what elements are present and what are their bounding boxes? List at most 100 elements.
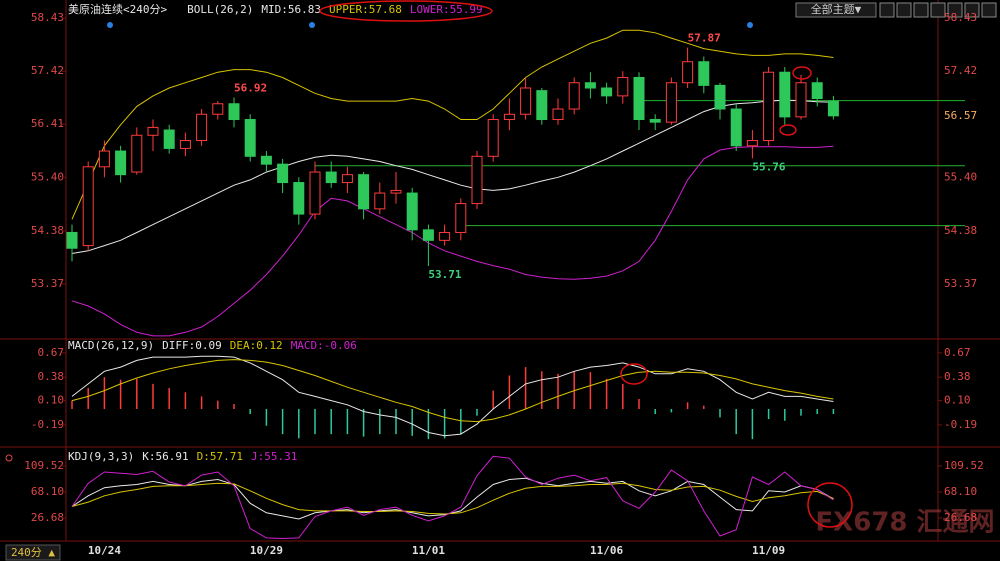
marker-dot (107, 22, 113, 28)
y2-tick-label: 0.38 (944, 370, 971, 383)
candle-body (584, 82, 596, 89)
series-line (71, 455, 834, 540)
panel-title: 美原油连续<240分> (68, 2, 167, 16)
y2-tick-label: 58.43 (944, 11, 977, 24)
frame (0, 0, 1000, 542)
y2-tick-label: 0.67 (944, 346, 971, 359)
y2-tick-label: 55.40 (944, 170, 977, 183)
price-annotation: 53.71 (428, 268, 461, 281)
candle-body (439, 231, 451, 241)
y-tick-label: 0.38 (38, 370, 65, 383)
panel-title: KDJ(9,3,3) (68, 450, 134, 463)
candle-body (66, 231, 78, 249)
y-tick-label: 56.41 (31, 117, 64, 130)
candle-body (536, 90, 548, 121)
y-tick-label: 26.68 (31, 511, 64, 524)
series-line (71, 359, 834, 423)
series-line (71, 29, 834, 220)
series-readout: J:55.31 (251, 450, 297, 463)
series-line (71, 482, 834, 515)
series-readout: K:56.91 (142, 450, 188, 463)
price-annotation: 57.87 (688, 32, 721, 45)
candle-body (471, 155, 483, 205)
highlight-circles (319, 0, 853, 528)
indicator-name: BOLL(26,2) (187, 3, 253, 16)
series-line (71, 99, 834, 254)
candle-body (260, 155, 272, 165)
candle-body (714, 84, 726, 110)
candle-body (665, 82, 677, 123)
y-tick-label: 0.67 (38, 346, 65, 359)
y-tick-label: 109.52 (24, 459, 64, 472)
x-tick-label: 11/09 (752, 544, 785, 557)
candle-body (179, 140, 191, 149)
candle-body (277, 163, 289, 184)
candle-body (82, 166, 94, 247)
candle-body (406, 192, 418, 231)
window-icons[interactable] (879, 2, 997, 18)
candle-body (698, 61, 710, 86)
panel-title: MACD(26,12,9) (68, 339, 154, 352)
candle-body (682, 61, 694, 84)
marker-dot (747, 22, 753, 28)
series-readout: D:57.71 (197, 450, 243, 463)
candle-body (601, 87, 613, 97)
candle-body (422, 229, 434, 241)
candle-body (487, 119, 499, 157)
price-annotation: 56.92 (234, 81, 267, 94)
candle-body (341, 174, 353, 184)
candle-body (374, 192, 386, 210)
y2-tick-label: 0.10 (944, 394, 971, 407)
y-tick-label: 55.40 (31, 170, 64, 183)
candle-body (293, 182, 305, 215)
series-line (71, 355, 834, 437)
candle-body (212, 103, 224, 115)
theme-button[interactable] (795, 2, 877, 18)
theme-button-label[interactable]: 全部主题▼ (811, 2, 862, 16)
y-tick-label: -0.19 (31, 418, 64, 431)
series-readout: DIFF:0.09 (162, 339, 222, 352)
candle-body (131, 134, 143, 173)
y-tick-label: 57.42 (31, 64, 64, 77)
candle-body (309, 171, 321, 215)
candle-body (633, 76, 645, 121)
y-tick-label: 0.10 (38, 394, 65, 407)
candle-body (568, 82, 580, 110)
y2-tick-label: -0.19 (944, 418, 977, 431)
candle-body (98, 150, 110, 168)
candle-body (811, 82, 823, 100)
series-line (71, 145, 834, 337)
x-tick-label: 10/29 (250, 544, 283, 557)
candle-body (115, 150, 127, 176)
y-tick-label: 58.43 (31, 11, 64, 24)
y2-tick-label: 57.42 (944, 64, 977, 77)
period-button[interactable] (5, 544, 61, 561)
candle-body (827, 100, 839, 117)
candle-body (228, 103, 240, 121)
watermark: FX678 汇通网 (815, 508, 994, 538)
y2-tick-label: 68.10 (944, 485, 977, 498)
series-line (71, 477, 834, 520)
candle-body (649, 119, 661, 123)
y-tick-label: 68.10 (31, 485, 64, 498)
y-tick-label: 54.38 (31, 224, 64, 237)
series-readout: DEA:0.12 (230, 339, 283, 352)
candle-body (455, 203, 467, 233)
candle-body (196, 113, 208, 142)
candle-body (520, 87, 532, 115)
period-button-label[interactable]: 240分 ▲ (11, 546, 55, 559)
candle-body (730, 108, 742, 147)
y2-tick-label: 54.38 (944, 224, 977, 237)
candle-body (617, 76, 629, 97)
candle-body (763, 71, 775, 142)
candle-body (147, 126, 159, 136)
series-readout: UPPER:57.68 (329, 3, 402, 16)
candle-body (325, 171, 337, 184)
candle-body (244, 119, 256, 157)
series-readout: LOWER:55.99 (410, 3, 483, 16)
candle-body (779, 71, 791, 118)
candle-body (503, 113, 515, 121)
x-tick-label: 10/24 (88, 544, 121, 557)
marker-dot (309, 22, 315, 28)
